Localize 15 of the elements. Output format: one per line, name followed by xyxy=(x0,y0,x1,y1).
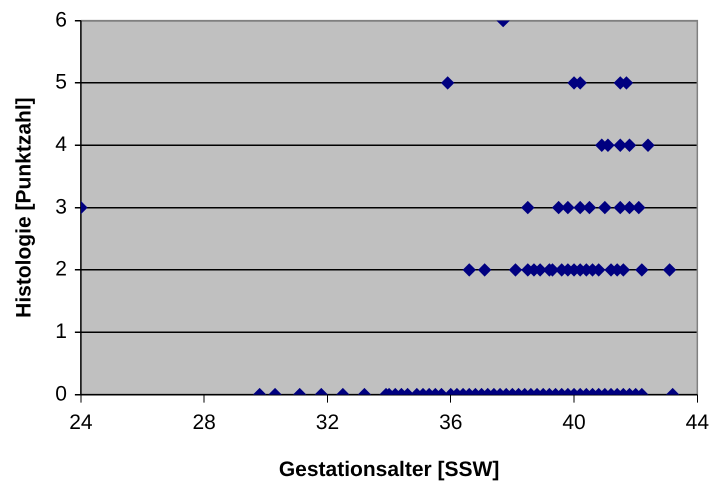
y-tick-label: 5 xyxy=(55,70,67,94)
x-axis-title: Gestationsalter [SSW] xyxy=(278,458,500,482)
x-tick-label: 32 xyxy=(316,410,340,434)
y-tick-label: 4 xyxy=(55,133,68,156)
x-tick-label: 28 xyxy=(192,410,216,434)
y-tick-label: 0 xyxy=(55,382,67,406)
x-tick-label: 40 xyxy=(562,410,586,434)
x-tick-label: 24 xyxy=(69,410,93,434)
y-tick-label: 1 xyxy=(55,320,67,344)
x-tick-label: 36 xyxy=(439,410,462,434)
y-tick-label: 2 xyxy=(55,258,67,281)
y-tick-label: 3 xyxy=(55,195,67,218)
y-axis-title: Histologie [Punktzahl] xyxy=(12,97,36,318)
y-tick-label: 6 xyxy=(55,8,67,32)
x-tick-label: 44 xyxy=(686,410,710,434)
